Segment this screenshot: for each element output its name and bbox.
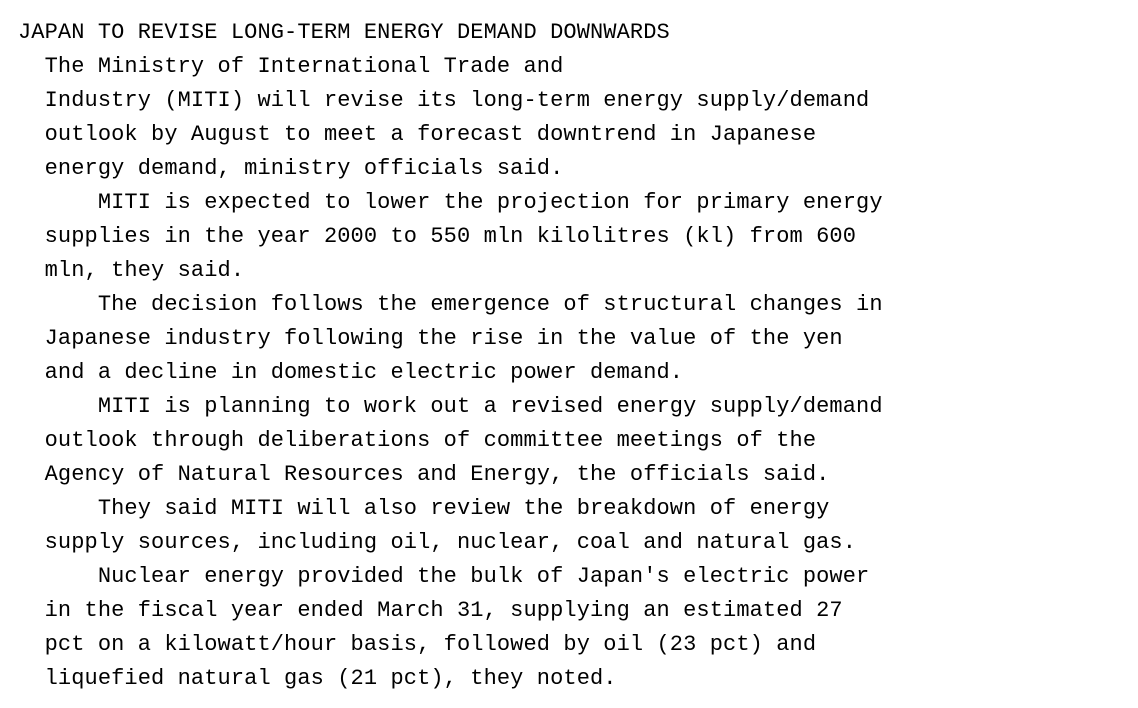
body-line: outlook by August to meet a forecast dow… [18, 122, 817, 147]
body-line: MITI is expected to lower the projection… [18, 190, 883, 215]
body-line: and a decline in domestic electric power… [18, 360, 684, 385]
body-line: outlook through deliberations of committ… [18, 428, 817, 453]
body-line: in the fiscal year ended March 31, suppl… [18, 598, 843, 623]
body-line: pct on a kilowatt/hour basis, followed b… [18, 632, 817, 657]
body-line: MITI is planning to work out a revised e… [18, 394, 883, 419]
body-line: mln, they said. [18, 258, 245, 283]
body-line: supplies in the year 2000 to 550 mln kil… [18, 224, 857, 249]
body-line: Industry (MITI) will revise its long-ter… [18, 88, 870, 113]
body-line: The Ministry of International Trade and [18, 54, 564, 79]
body-line: The decision follows the emergence of st… [18, 292, 883, 317]
body-line: Nuclear energy provided the bulk of Japa… [18, 564, 870, 589]
body-line: They said MITI will also review the brea… [18, 496, 830, 521]
body-line: liquefied natural gas (21 pct), they not… [18, 666, 617, 691]
body-line: energy demand, ministry officials said. [18, 156, 564, 181]
document-text: JAPAN TO REVISE LONG-TERM ENERGY DEMAND … [18, 16, 883, 696]
body-line: Japanese industry following the rise in … [18, 326, 843, 351]
body-line: Agency of Natural Resources and Energy, … [18, 462, 830, 487]
body-line: supply sources, including oil, nuclear, … [18, 530, 857, 555]
headline: JAPAN TO REVISE LONG-TERM ENERGY DEMAND … [18, 20, 670, 45]
